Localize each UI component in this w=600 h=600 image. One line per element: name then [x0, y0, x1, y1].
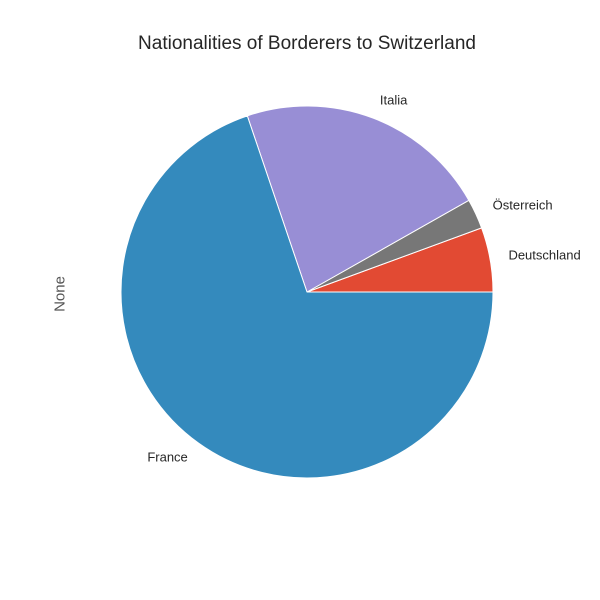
pie-slice-italia [246, 105, 470, 293]
pie-label-deutschland: Deutschland [508, 248, 580, 263]
pie-labels: Deutschland Österreich Italia France [147, 92, 580, 464]
pie-label-france: France [147, 450, 187, 465]
pie-label-osterreich: Österreich [493, 197, 553, 212]
pie-slices [120, 105, 494, 479]
pie-slice-france [120, 115, 494, 479]
chart-title: Nationalities of Borderers to Switzerlan… [138, 33, 476, 54]
pie-label-italia: Italia [380, 92, 408, 107]
